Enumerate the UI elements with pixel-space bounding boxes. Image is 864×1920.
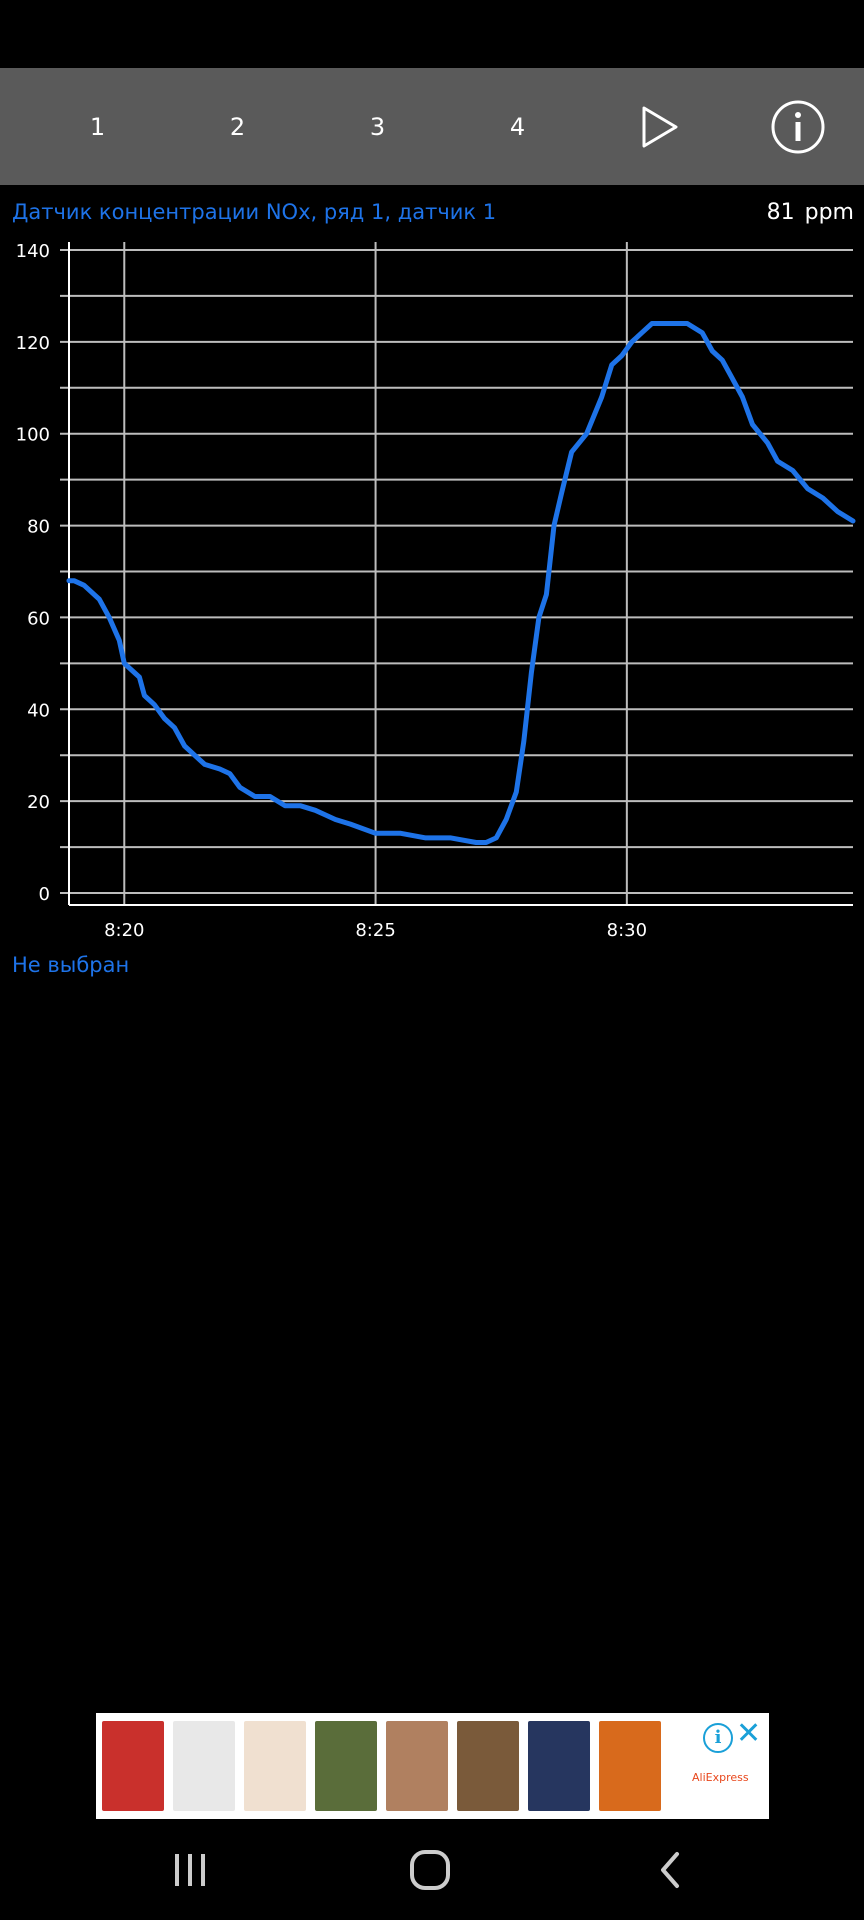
y-tick-label: 40	[27, 700, 50, 721]
ad-product-thumb[interactable]	[528, 1721, 590, 1811]
sensor-title[interactable]: Датчик концентрации NOx, ряд 1, датчик 1	[12, 200, 497, 224]
reading-value: 81	[766, 200, 795, 225]
nox-chart[interactable]: 0 20 40 60 80 100 120 140 8:20 8:25 8:30	[0, 225, 864, 945]
ad-product-thumb[interactable]	[102, 1721, 164, 1811]
y-tick-label: 100	[16, 425, 50, 446]
sensor-reading: 81 ppm	[767, 200, 854, 225]
x-tick-label: 8:20	[104, 920, 144, 941]
tab-3-label: 3	[369, 112, 386, 141]
info-icon	[771, 100, 824, 153]
status-label: Не выбран	[12, 953, 130, 977]
x-tick-label: 8:25	[355, 920, 395, 941]
recents-icon	[175, 1854, 205, 1886]
y-tick-label: 0	[39, 884, 50, 905]
home-button[interactable]	[390, 1830, 470, 1910]
tab-1-label: 1	[89, 112, 106, 141]
ad-close-icon[interactable]: ✕	[736, 1716, 762, 1751]
play-button[interactable]	[610, 68, 710, 185]
play-icon	[642, 106, 678, 147]
x-tick-labels: 8:20 8:25 8:30	[104, 920, 647, 941]
tab-3[interactable]: 3	[320, 68, 435, 185]
ad-product-thumb[interactable]	[457, 1721, 519, 1811]
ad-product-thumb[interactable]	[315, 1721, 377, 1811]
tab-1[interactable]: 1	[40, 68, 155, 185]
y-tick-label: 20	[27, 792, 50, 813]
system-navbar	[0, 1830, 864, 1920]
ad-banner[interactable]: i ✕ AliExpress	[96, 1713, 769, 1819]
ad-product-thumb[interactable]	[244, 1721, 306, 1811]
y-tick-label: 140	[16, 241, 50, 262]
series-line	[66, 321, 856, 845]
y-tick-label: 120	[16, 333, 50, 354]
ad-product-thumb[interactable]	[386, 1721, 448, 1811]
reading-unit: ppm	[804, 200, 854, 225]
y-tick-label: 80	[27, 517, 50, 538]
tab-2-label: 2	[229, 112, 246, 141]
chart-axes	[68, 242, 853, 906]
back-button[interactable]	[630, 1830, 710, 1910]
ad-product-thumb[interactable]	[173, 1721, 235, 1811]
tab-4[interactable]: 4	[460, 68, 575, 185]
tab-2[interactable]: 2	[180, 68, 295, 185]
ad-info-icon[interactable]: i	[703, 1723, 733, 1753]
back-icon	[661, 1852, 679, 1888]
chart-grid	[60, 242, 853, 905]
y-tick-labels: 0 20 40 60 80 100 120 140	[16, 241, 50, 905]
y-tick-label: 60	[27, 608, 50, 629]
home-icon	[410, 1850, 450, 1890]
x-tick-label: 8:30	[607, 920, 647, 941]
recents-button[interactable]	[150, 1830, 230, 1910]
toolbar: 1 2 3 4	[0, 68, 864, 185]
ad-product-thumb[interactable]	[599, 1721, 661, 1811]
info-button[interactable]	[745, 68, 850, 185]
ad-brand: AliExpress	[692, 1771, 749, 1784]
tab-4-label: 4	[509, 112, 526, 141]
